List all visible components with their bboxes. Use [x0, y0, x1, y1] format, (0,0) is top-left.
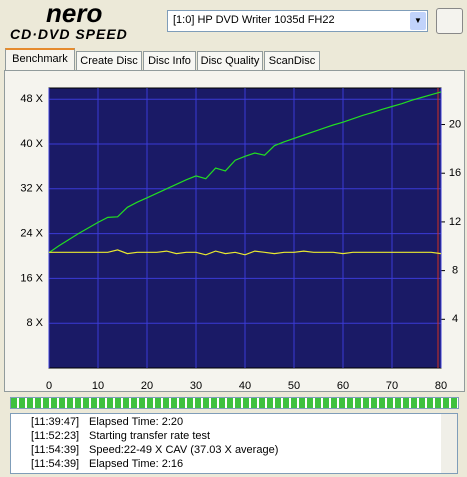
tab[interactable]: ScanDisc	[264, 51, 320, 70]
x-tick-label: 30	[190, 380, 202, 392]
x-tick-label: 70	[386, 380, 398, 392]
eject-button[interactable]	[436, 8, 463, 34]
y2-tick-label: 20	[449, 118, 461, 130]
y-tick-label: 8 X	[26, 317, 43, 329]
chart: 8 X 16 X 24 X 32 X 40 X 48 X 4 8 12 16 20 0 10 20 30 40…	[20, 87, 461, 392]
y-tick-label: 16 X	[20, 272, 43, 284]
tab[interactable]: Disc Info	[143, 51, 196, 70]
tab[interactable]: Benchmark	[5, 48, 75, 72]
x-tick-label: 60	[337, 380, 349, 392]
log-list: [11:39:47] Elapsed Time: 2:20 [11:52:23] St…	[10, 413, 458, 474]
log-message: Elapsed Time: 2:16	[89, 458, 184, 470]
y2-tick-label: 4	[452, 313, 458, 325]
log-message: Starting transfer rate test	[89, 430, 211, 442]
x-tick-label: 20	[141, 380, 153, 392]
y-tick-label: 48 X	[20, 93, 43, 105]
dropdown-arrow[interactable]: ▼	[410, 12, 426, 30]
log-time: [11:54:39]	[31, 444, 80, 456]
x-tick-label: 10	[92, 380, 104, 392]
series-line	[48, 91, 442, 254]
log-message: Speed:22-49 X CAV (37.03 X average)	[89, 444, 279, 456]
log-message: Elapsed Time: 2:20	[89, 416, 184, 428]
log-time: [11:52:23]	[31, 430, 80, 442]
tab[interactable]: Create Disc	[76, 51, 142, 70]
drive-select[interactable]: [1:0] HP DVD Writer 1035d FH22 ▼	[167, 10, 428, 32]
logo-bottom: CD·DVD SPEED	[10, 26, 128, 42]
series-line	[49, 249, 442, 256]
y-tick-label: 40 X	[20, 138, 43, 150]
logo: nero CD·DVD SPEED	[8, 0, 158, 45]
x-tick-label: 80	[435, 380, 447, 392]
y2-tick-label: 8	[452, 265, 458, 277]
tab[interactable]: Disc Quality	[197, 51, 263, 70]
logo-top: nero	[46, 0, 103, 28]
y-tick-label: 32 X	[20, 183, 43, 195]
x-tick-label: 50	[288, 380, 300, 392]
scrollbar[interactable]	[441, 414, 457, 473]
x-tick-label: 40	[239, 380, 251, 392]
y-tick-label: 24 X	[20, 228, 43, 240]
y2-tick-label: 16	[449, 167, 461, 179]
drive-label: [1:0] HP DVD Writer 1035d FH22	[173, 14, 335, 26]
y2-tick-label: 12	[449, 216, 461, 228]
progress-bar	[10, 397, 459, 409]
x-tick-label: 0	[46, 380, 52, 392]
log-time: [11:39:47]	[31, 416, 80, 428]
log-time: [11:54:39]	[31, 458, 80, 470]
